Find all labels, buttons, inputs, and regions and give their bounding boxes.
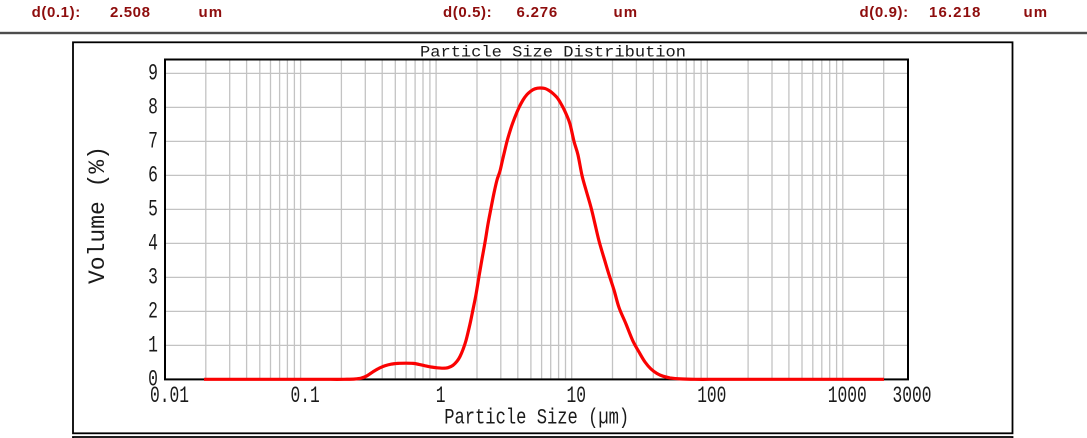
svg-text:um: um (199, 4, 224, 21)
svg-text:5: 5 (148, 197, 158, 223)
svg-text:7: 7 (148, 129, 158, 155)
svg-text:2: 2 (148, 299, 158, 325)
svg-text:9: 9 (148, 61, 158, 87)
svg-text:10: 10 (566, 383, 586, 409)
svg-text:6: 6 (148, 163, 158, 189)
svg-text:8: 8 (148, 95, 158, 121)
svg-text:0: 0 (148, 367, 158, 393)
svg-text:d(0.9):: d(0.9): (860, 4, 909, 21)
svg-text:Volume (%): Volume (%) (85, 146, 111, 284)
svg-text:2.508: 2.508 (110, 4, 151, 21)
svg-text:4: 4 (148, 231, 158, 257)
svg-text:3000: 3000 (893, 383, 932, 409)
svg-text:1000: 1000 (828, 383, 867, 409)
svg-text:100: 100 (697, 383, 726, 409)
svg-text:0.1: 0.1 (291, 383, 320, 409)
svg-text:um: um (614, 4, 639, 21)
svg-text:1: 1 (436, 383, 446, 409)
svg-text:d(0.1):: d(0.1): (32, 4, 81, 21)
svg-text:6.276: 6.276 (517, 4, 559, 21)
svg-text:3: 3 (148, 265, 158, 291)
svg-text:d(0.5):: d(0.5): (443, 4, 492, 21)
svg-text:1: 1 (148, 333, 158, 359)
svg-text:16.218: 16.218 (929, 4, 981, 21)
svg-text:Particle Size (µm): Particle Size (µm) (444, 406, 629, 431)
svg-text:0.01: 0.01 (150, 383, 189, 409)
svg-text:Particle Size Distribution: Particle Size Distribution (420, 44, 686, 62)
svg-text:um: um (1024, 4, 1049, 21)
